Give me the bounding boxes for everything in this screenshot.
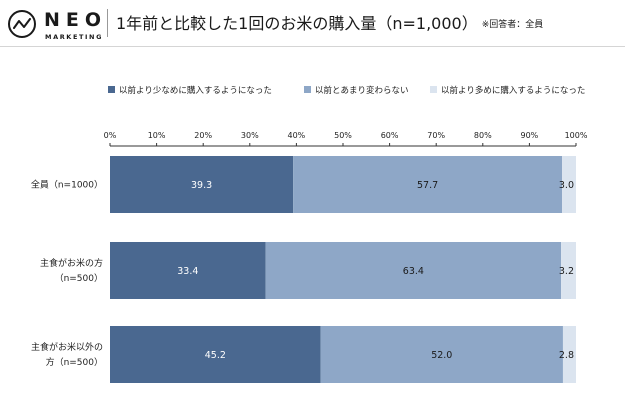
- x-tick-label: 90%: [521, 131, 539, 140]
- data-label: 45.2: [205, 350, 226, 361]
- x-tick-label: 10%: [148, 131, 166, 140]
- bar-segment: [110, 156, 294, 213]
- legend-label: 以前より多めに購入するようになった: [441, 86, 586, 96]
- legend-swatch: [108, 86, 115, 93]
- neo-marketing-logo: NEO MARKETING: [8, 8, 103, 42]
- data-label: 52.0: [431, 350, 452, 361]
- chart-legend: 以前より少なめに購入するようになった 以前とあまり変わらない 以前より多めに購入する…: [108, 84, 618, 98]
- x-tick-label: 40%: [288, 131, 306, 140]
- data-label: 33.4: [177, 266, 198, 277]
- legend-swatch: [304, 86, 311, 93]
- x-tick-label: 30%: [241, 131, 259, 140]
- x-tick-label: 100%: [565, 131, 588, 140]
- x-tick-label: 80%: [474, 131, 492, 140]
- bar-segment: [562, 326, 576, 383]
- header-rule: [0, 46, 625, 47]
- data-label: 3.0: [559, 180, 574, 191]
- x-tick-label: 0%: [104, 131, 117, 140]
- legend-item: 以前とあまり変わらない: [304, 84, 409, 96]
- legend-item: 以前より多めに購入するようになった: [430, 84, 585, 96]
- category-label: （n=500）: [55, 273, 103, 284]
- logo-subtext: MARKETING: [45, 33, 104, 41]
- data-label: 57.7: [417, 180, 438, 191]
- bar-segment: [110, 326, 321, 383]
- header-divider: [107, 9, 108, 37]
- chart-title-text: 1年前と比較した1回のお米の購入量（n=1,000）: [116, 14, 478, 33]
- logo-wave-icon: [8, 10, 36, 38]
- category-label: 主食がお米以外の: [31, 341, 103, 353]
- x-tick-label: 70%: [427, 131, 445, 140]
- bar-segment: [562, 156, 576, 213]
- data-label: 3.2: [559, 266, 574, 277]
- category-label: 主食がお米の方: [40, 257, 103, 269]
- logo-wordmark: NEO: [44, 9, 108, 31]
- legend-label: 以前より少なめに購入するようになった: [119, 86, 272, 96]
- header: NEO MARKETING 1年前と比較した1回のお米の購入量（n=1,000）…: [0, 0, 625, 58]
- bar-segment: [561, 242, 576, 299]
- legend-label: 以前とあまり変わらない: [315, 86, 409, 96]
- bar-segment: [293, 156, 563, 213]
- bar-segment: [265, 242, 562, 299]
- bar-segment: [110, 242, 266, 299]
- x-tick-label: 20%: [194, 131, 212, 140]
- chart-title: 1年前と比較した1回のお米の購入量（n=1,000） ※回答者：全員: [116, 10, 543, 34]
- legend-item: 以前より少なめに購入するようになった: [108, 84, 272, 96]
- category-label: 全員（n=1000）: [31, 179, 103, 191]
- bar-segment: [320, 326, 563, 383]
- legend-swatch: [430, 86, 437, 93]
- x-tick-label: 60%: [381, 131, 399, 140]
- x-tick-label: 50%: [334, 131, 352, 140]
- chart-title-note: ※回答者：全員: [481, 20, 544, 30]
- data-label: 2.8: [559, 350, 574, 361]
- category-label: 方（n=500）: [46, 356, 103, 368]
- data-label: 63.4: [403, 266, 424, 277]
- data-label: 39.3: [191, 180, 212, 191]
